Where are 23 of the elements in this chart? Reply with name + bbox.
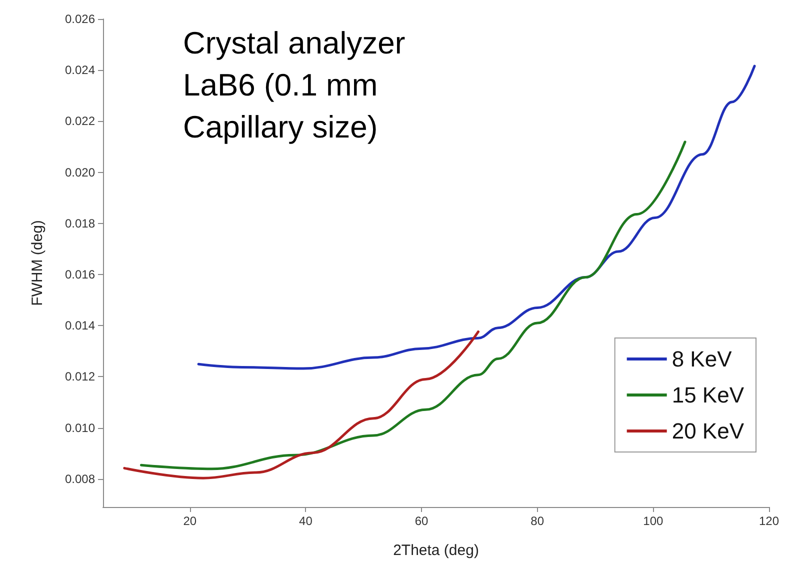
x-tick-label: 100	[643, 514, 664, 528]
y-tick-label: 0.012	[64, 370, 96, 384]
y-axis-title: FWHM (deg)	[29, 220, 46, 306]
annotation: Crystal analyzer LaB6 (0.1 mm Capillary size)	[183, 26, 406, 144]
legend-label: 15 KeV	[672, 382, 744, 408]
line-series	[123, 330, 480, 480]
y-tick-label: 0.018	[64, 216, 96, 230]
y-tick-label: 0.020	[64, 165, 96, 180]
y-tick-label: 0.016	[64, 267, 96, 282]
y-tick-label: 0.026	[64, 12, 96, 26]
y-tick-label: 0.022	[64, 114, 96, 128]
legend-label: 8 KeV	[672, 346, 732, 372]
x-tick-label: 120	[758, 514, 780, 528]
x-tick-label: 80	[530, 514, 544, 528]
x-tick-label: 60	[414, 514, 429, 528]
y-tick-label: 0.024	[64, 63, 96, 78]
x-axis-title: 2Theta (deg)	[393, 542, 479, 559]
legend-label: 20 KeV	[672, 418, 744, 444]
y-tick-label: 0.008	[64, 472, 96, 486]
x-tick-label: 40	[299, 514, 313, 528]
x-tick-label: 20	[183, 514, 197, 528]
y-tick-label: 0.014	[64, 318, 96, 333]
y-tick-label: 0.010	[64, 420, 96, 435]
